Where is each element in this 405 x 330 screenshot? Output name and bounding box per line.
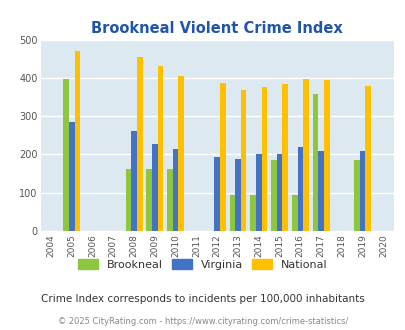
Bar [157, 66, 163, 231]
Bar [303, 79, 308, 231]
Bar [131, 131, 136, 231]
Legend: Brookneal, Virginia, National: Brookneal, Virginia, National [78, 259, 327, 270]
Bar [250, 195, 255, 231]
Bar [69, 122, 75, 231]
Bar [281, 84, 287, 231]
Bar [240, 90, 246, 231]
Text: Crime Index corresponds to incidents per 100,000 inhabitants: Crime Index corresponds to incidents per… [41, 294, 364, 304]
Text: © 2025 CityRating.com - https://www.cityrating.com/crime-statistics/: © 2025 CityRating.com - https://www.city… [58, 317, 347, 326]
Bar [354, 160, 359, 231]
Bar [229, 195, 234, 231]
Bar [126, 169, 131, 231]
Bar [297, 147, 303, 231]
Bar [323, 80, 329, 231]
Bar [220, 83, 225, 231]
Bar [173, 149, 178, 231]
Bar [271, 160, 276, 231]
Bar [261, 87, 266, 231]
Bar [291, 195, 297, 231]
Bar [146, 169, 152, 231]
Bar [178, 76, 183, 231]
Title: Brookneal Violent Crime Index: Brookneal Violent Crime Index [91, 21, 342, 36]
Bar [152, 144, 157, 231]
Bar [234, 159, 240, 231]
Bar [359, 150, 364, 231]
Bar [312, 94, 318, 231]
Bar [75, 51, 80, 231]
Bar [63, 79, 69, 231]
Bar [318, 150, 323, 231]
Bar [276, 154, 281, 231]
Bar [167, 169, 173, 231]
Bar [364, 85, 370, 231]
Bar [255, 154, 261, 231]
Bar [214, 157, 220, 231]
Bar [136, 57, 142, 231]
